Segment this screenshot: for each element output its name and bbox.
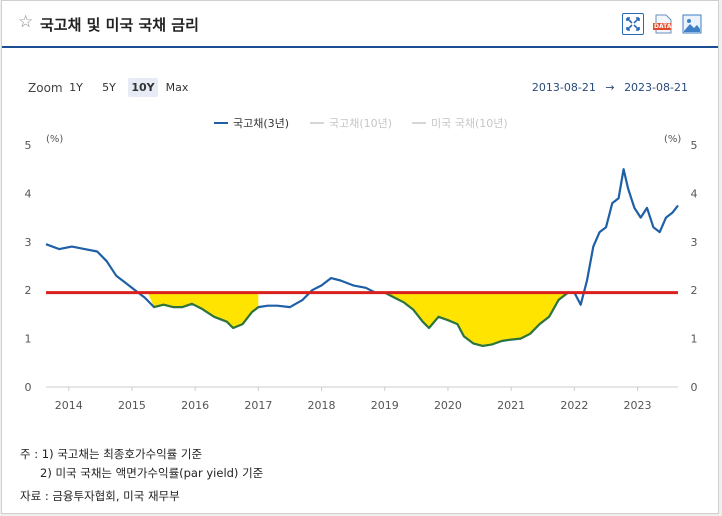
data-file-icon: [653, 14, 672, 34]
x-tick-label: 2019: [371, 399, 399, 412]
legend-item-series-3[interactable]: 미국 국채(10년): [412, 115, 508, 131]
y-tick-right: 5: [691, 139, 698, 152]
legend-label: 미국 국채(10년): [431, 117, 508, 130]
x-tick-label: 2020: [434, 399, 462, 412]
x-tick-label: 2014: [55, 399, 83, 412]
y-tick-left: 2: [25, 284, 32, 297]
legend-label: 국고채(3년): [233, 117, 290, 130]
zoom-max-button[interactable]: Max: [165, 81, 189, 94]
zoom-label: Zoom: [28, 81, 63, 95]
highlight-area: [147, 292, 259, 328]
highlight-area: [365, 292, 569, 346]
y-tick-right: 3: [691, 236, 698, 249]
x-tick-label: 2022: [560, 399, 588, 412]
panel-header: ☆ 국고채 및 미국 국채 금리 DATA: [2, 1, 718, 48]
y-tick-left: 0: [25, 381, 32, 394]
x-tick-label: 2021: [497, 399, 525, 412]
zoom-1y-button[interactable]: 1Y: [69, 81, 83, 94]
fullscreen-button[interactable]: [622, 13, 644, 35]
range-to[interactable]: 2023-08-21: [624, 81, 688, 94]
series-line-국고채3년: [45, 168, 679, 347]
y-tick-left: 3: [25, 236, 32, 249]
legend-swatch: [412, 122, 426, 124]
y-tick-right: 1: [691, 333, 698, 346]
fullscreen-icon: [626, 17, 640, 31]
highlight-series-line: [153, 303, 259, 329]
data-download-button[interactable]: DATA: [652, 13, 674, 35]
x-tick-label: 2018: [308, 399, 336, 412]
legend-item-series-2[interactable]: 국고채(10년): [310, 115, 392, 131]
legend-swatch: [214, 122, 228, 124]
zoom-5y-button[interactable]: 5Y: [102, 81, 116, 94]
source-note: 자료 : 금융투자협회, 미국 재무부: [20, 489, 180, 503]
x-tick-label: 2017: [244, 399, 272, 412]
y-tick-right: 4: [691, 187, 698, 200]
chart-plot: (%) (%) 0 0 1 1 2 2 3 3 4 4 5 5 2014 2015 2016 2017 2018 20…: [25, 134, 698, 412]
date-range: 2013-08-21 → 2023-08-21: [532, 81, 688, 94]
legend-item-series-1[interactable]: 국고채(3년): [214, 115, 289, 131]
x-tick-label: 2023: [624, 399, 652, 412]
y-tick-right: 2: [691, 284, 698, 297]
zoom-10y-button[interactable]: 10Y: [128, 78, 158, 97]
note-1: 주 : 1) 국고채는 최종호가수익률 기준: [20, 447, 203, 461]
x-tick-label: 2016: [181, 399, 209, 412]
highlight-series-line: [375, 291, 569, 347]
range-arrow: →: [605, 81, 615, 94]
image-icon: [682, 14, 702, 34]
note-2: 2) 미국 국채는 액면가수익률(par yield) 기준: [40, 466, 264, 480]
y-tick-left: 5: [25, 139, 32, 152]
star-icon[interactable]: ☆: [18, 12, 34, 32]
data-label: DATA: [654, 23, 672, 30]
image-download-button[interactable]: [681, 13, 703, 35]
y-unit-left: (%): [46, 134, 63, 145]
chart-title: 국고채 및 미국 국채 금리: [40, 16, 199, 34]
y-tick-right: 0: [691, 381, 698, 394]
legend-swatch: [310, 122, 324, 124]
y-tick-left: 4: [25, 187, 32, 200]
range-from[interactable]: 2013-08-21: [531, 81, 596, 94]
legend-label: 국고채(10년): [329, 117, 393, 130]
y-unit-right: (%): [664, 134, 681, 145]
x-tick-label: 2015: [118, 399, 146, 412]
y-tick-left: 1: [25, 333, 32, 346]
